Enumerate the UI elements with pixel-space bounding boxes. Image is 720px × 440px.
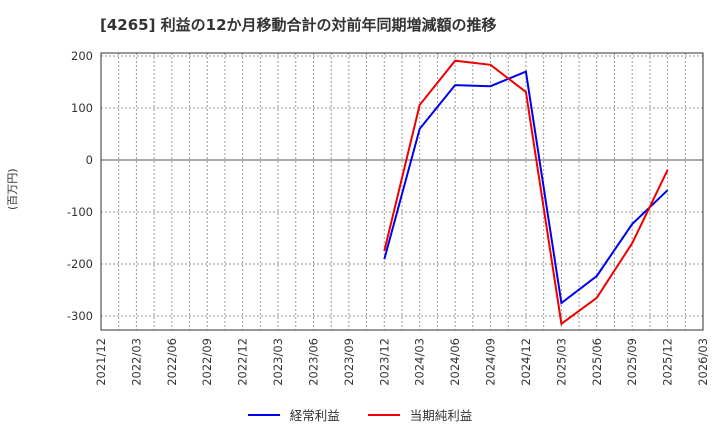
line-chart: 200 100 0 -100 -200 -300 2021/12 2022/03 2022/06… bbox=[67, 49, 710, 386]
chart-title: [4265] 利益の12か月移動合計の対前年同期増減額の推移 bbox=[100, 16, 497, 34]
legend-swatch-blue bbox=[247, 413, 280, 416]
legend-label: 経常利益 bbox=[289, 408, 340, 423]
y-tick-label: -200 bbox=[67, 257, 93, 271]
x-tick-label: 2026/03 bbox=[696, 338, 710, 386]
y-tick-label: -300 bbox=[67, 309, 93, 323]
series-net-profit-line bbox=[383, 59, 669, 326]
x-tick-label: 2025/06 bbox=[590, 338, 604, 386]
x-tick-label: 2025/03 bbox=[554, 338, 568, 386]
x-tick-label: 2024/03 bbox=[413, 338, 427, 386]
y-tick-label: -100 bbox=[67, 205, 93, 219]
x-tick-label: 2023/09 bbox=[342, 338, 356, 386]
x-tick-label: 2022/09 bbox=[200, 338, 214, 386]
x-tick-label: 2025/09 bbox=[625, 338, 639, 386]
x-tick-label: 2024/09 bbox=[484, 338, 498, 386]
x-tick-label: 2023/03 bbox=[271, 338, 285, 386]
legend: 経常利益 当期純利益 bbox=[0, 405, 720, 424]
series-ordinary-profit-line bbox=[383, 70, 669, 305]
x-tick-label: 2023/12 bbox=[377, 338, 391, 386]
x-tick-label: 2024/12 bbox=[519, 338, 533, 386]
legend-swatch-red bbox=[367, 413, 400, 416]
legend-item-net-profit: 当期純利益 bbox=[367, 405, 473, 424]
x-tick-label: 2025/12 bbox=[661, 338, 675, 386]
y-tick-label: 0 bbox=[86, 153, 93, 167]
y-tick-label: 100 bbox=[71, 101, 93, 115]
y-tick-label: 200 bbox=[71, 49, 93, 63]
legend-label: 当期純利益 bbox=[409, 408, 473, 423]
x-tick-label: 2021/12 bbox=[94, 338, 108, 386]
legend-item-ordinary-profit: 経常利益 bbox=[247, 405, 340, 424]
x-tick-label: 2022/03 bbox=[129, 338, 143, 386]
x-tick-label: 2022/06 bbox=[165, 338, 179, 386]
x-tick-label: 2022/12 bbox=[236, 338, 250, 386]
x-tick-label: 2024/06 bbox=[448, 338, 462, 386]
x-tick-label: 2023/06 bbox=[306, 338, 320, 386]
